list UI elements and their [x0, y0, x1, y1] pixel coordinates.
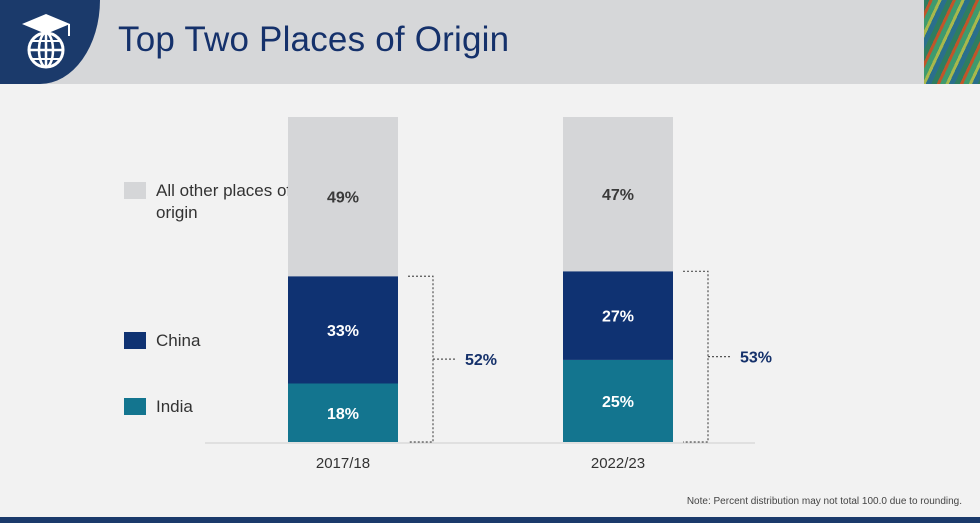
bar-segment-china-0 [288, 276, 398, 384]
legend-swatch-india [124, 398, 146, 415]
logo-block [0, 0, 100, 84]
header-bar [0, 0, 924, 84]
bar-value-label: 25% [602, 394, 634, 411]
combined-share-label: 52% [465, 352, 497, 369]
bar-segment-india-0 [288, 383, 398, 442]
bar-value-label: 33% [327, 323, 359, 340]
bar-value-label: 47% [602, 187, 634, 204]
legend-china: China [124, 330, 296, 352]
legend-swatch-all-other [124, 182, 146, 199]
bar-segment-all-0 [288, 117, 398, 277]
bar-value-label: 27% [602, 309, 634, 326]
bar-segment-china-1 [563, 271, 673, 360]
legend-india: India [124, 396, 296, 418]
bar-value-label: 18% [327, 406, 359, 423]
x-tick-label: 2022/23 [591, 455, 645, 472]
legend-label-all-other: All other places of origin [156, 181, 292, 222]
footnote: Note: Percent distribution may not total… [686, 496, 962, 507]
bar-segment-india-1 [563, 359, 673, 442]
globe-graduation-cap-icon [22, 14, 70, 69]
bottom-bar [0, 517, 980, 523]
legend-label-india: India [156, 397, 193, 416]
legend-label-china: China [156, 331, 201, 350]
page-title: Top Two Places of Origin [118, 20, 510, 59]
decorative-pattern [924, 0, 980, 84]
combined-share-bracket [408, 275, 434, 443]
x-tick-label: 2017/18 [316, 455, 370, 472]
bar-segment-all-1 [563, 117, 673, 272]
legend-all-other: All other places of origin [124, 180, 296, 224]
combined-share-bracket [683, 270, 709, 443]
legend-swatch-china [124, 332, 146, 349]
bar-value-label: 49% [327, 190, 359, 207]
combined-share-label: 53% [740, 350, 772, 367]
